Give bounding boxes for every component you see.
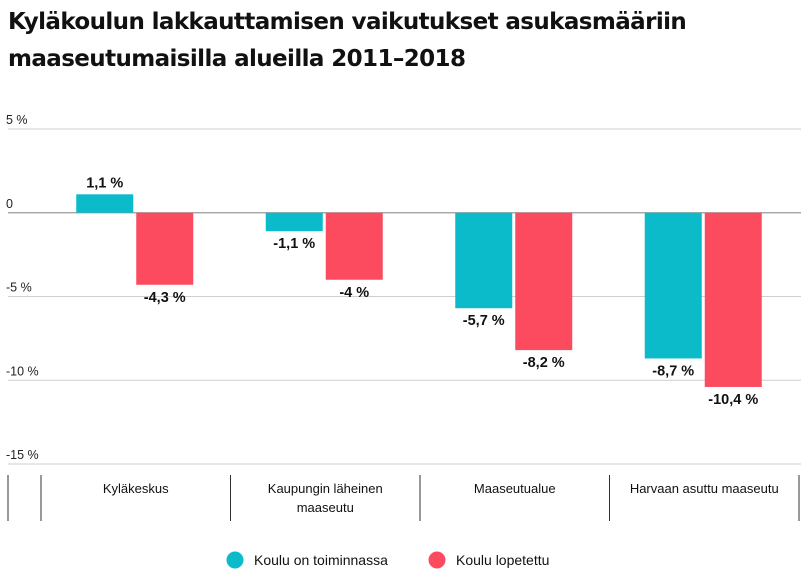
data-label: -8,7 % [652, 363, 694, 379]
category-label: Kyläkeskus [103, 481, 169, 496]
bar [644, 212, 702, 359]
y-tick-label: -10 % [6, 364, 39, 378]
legend-swatch [226, 551, 244, 569]
data-label: -10,4 % [708, 392, 758, 408]
bar [515, 212, 573, 351]
data-label: -5,7 % [463, 313, 505, 329]
data-label: 1,1 % [86, 175, 123, 191]
chart-title: Kyläkoulun lakkauttamisen vaikutukset as… [8, 9, 687, 72]
category-label: Kaupungin läheinen maaseutu [268, 481, 383, 515]
bar [265, 212, 323, 232]
bar [136, 212, 194, 285]
legend-label: Koulu lopetettu [456, 552, 549, 568]
data-labels: 1,1 % -4,3 % -1,1 % -4 % -5,7 % -8,2 % -8,7 %-… [86, 175, 758, 408]
y-tick-label: -15 % [6, 448, 39, 462]
category-label: Harvaan asuttu maaseutu [630, 481, 779, 496]
legend-label: Koulu on toiminnassa [254, 552, 388, 568]
bar [455, 212, 513, 309]
y-tick-label: 0 [6, 197, 13, 211]
data-label: -1,1 % [273, 236, 315, 252]
data-label: -4,3 % [144, 290, 186, 306]
legend: Koulu on toiminnassa Koulu lopetettu [226, 551, 549, 569]
bar [704, 212, 762, 387]
data-label: -8,2 % [523, 355, 565, 371]
data-label: -4 % [339, 285, 369, 301]
category-label: Maaseutualue [474, 481, 556, 496]
gridlines: 5 % 0 -5 % -10 % -15 % [6, 113, 801, 465]
bars [76, 194, 762, 387]
legend-swatch [428, 551, 446, 569]
y-tick-label: 5 % [6, 113, 28, 127]
y-tick-label: -5 % [6, 281, 32, 295]
category-axis: Kyläkeskus Kaupungin läheinen maaseutu Maas… [7, 475, 800, 521]
bar [76, 194, 134, 213]
bar [325, 212, 383, 280]
